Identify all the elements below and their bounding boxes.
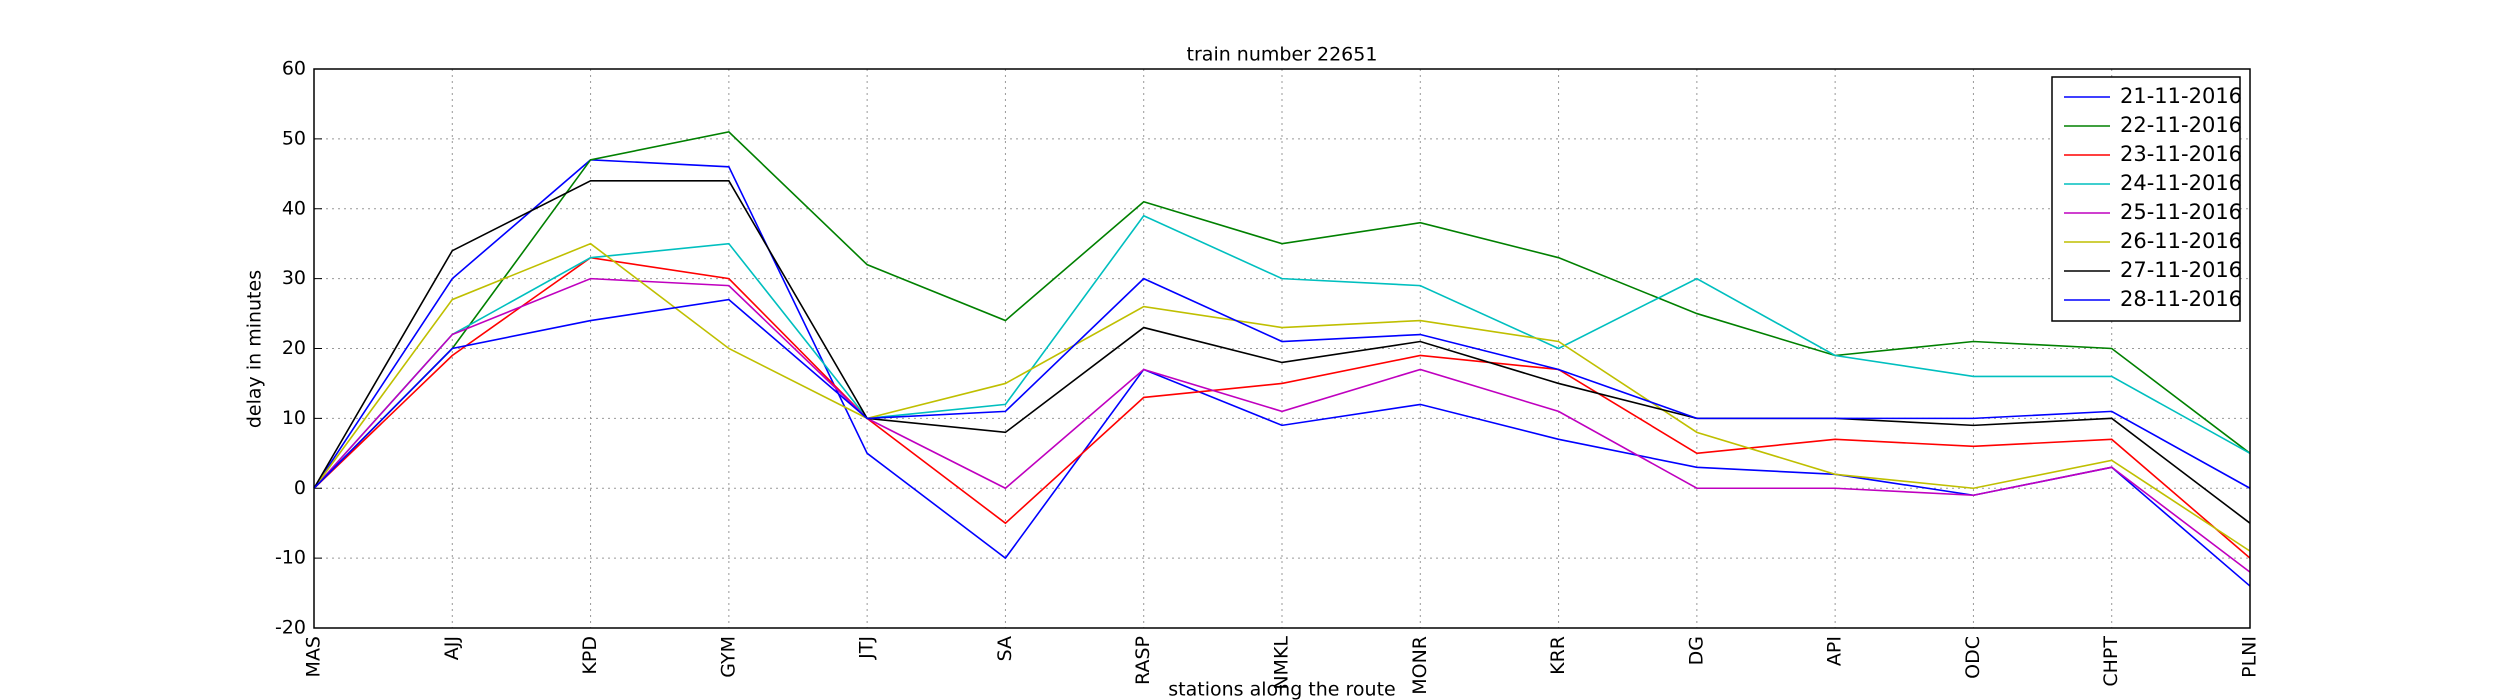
series-line xyxy=(313,277,2251,489)
x-tick-label: AJJ xyxy=(441,636,463,660)
y-tick-label: 0 xyxy=(294,477,306,499)
y-tick-label: 40 xyxy=(282,197,306,219)
x-tick-label: DG xyxy=(1685,636,1707,665)
series-line xyxy=(313,180,2251,524)
x-tick-label: NMKL xyxy=(1271,636,1293,690)
legend-label: 27-11-2016 xyxy=(2120,258,2242,282)
x-tick-label: RASP xyxy=(1132,636,1154,685)
y-tick-label: 60 xyxy=(282,58,306,80)
y-tick-label: 30 xyxy=(282,267,306,289)
legend-label: 22-11-2016 xyxy=(2120,113,2242,137)
series-line xyxy=(313,242,2251,552)
x-tick-label: SA xyxy=(994,636,1016,661)
x-tick-label: KPD xyxy=(579,636,601,675)
legend-label: 23-11-2016 xyxy=(2120,142,2242,166)
legend-label: 24-11-2016 xyxy=(2120,171,2242,195)
y-tick-label: 50 xyxy=(282,127,306,149)
series-line xyxy=(313,277,2251,573)
legend-label: 21-11-2016 xyxy=(2120,84,2242,108)
x-tick-label: GYM xyxy=(717,636,739,678)
x-tick-label: ODC xyxy=(1962,636,1984,679)
legend-label: 26-11-2016 xyxy=(2120,229,2242,253)
x-axis-label: stations along the route xyxy=(1168,679,1395,700)
y-axis-label: delay in minutes xyxy=(244,270,266,428)
x-tick-label: KRR xyxy=(1547,636,1569,675)
y-tick-label: -10 xyxy=(275,547,306,569)
legend-box xyxy=(2051,76,2241,322)
series-line xyxy=(313,214,2251,489)
x-tick-label: PLNI xyxy=(2239,636,2261,678)
series-line xyxy=(313,159,2251,587)
series-line xyxy=(313,256,2251,559)
plot-frame xyxy=(313,68,2251,629)
series-line xyxy=(313,131,2251,489)
x-tick-label: JTJ xyxy=(856,636,878,660)
x-tick-label: MONR xyxy=(1409,636,1431,695)
y-tick-label: -20 xyxy=(275,617,306,639)
y-tick-label: 20 xyxy=(282,337,306,359)
legend-label: 28-11-2016 xyxy=(2120,287,2242,311)
x-tick-label: API xyxy=(1824,636,1846,666)
x-tick-label: MAS xyxy=(303,636,325,677)
y-tick-label: 10 xyxy=(282,407,306,429)
chart-title: train number 22651 xyxy=(1187,44,1378,66)
x-tick-label: CHPT xyxy=(2100,636,2122,687)
legend-label: 25-11-2016 xyxy=(2120,200,2242,224)
